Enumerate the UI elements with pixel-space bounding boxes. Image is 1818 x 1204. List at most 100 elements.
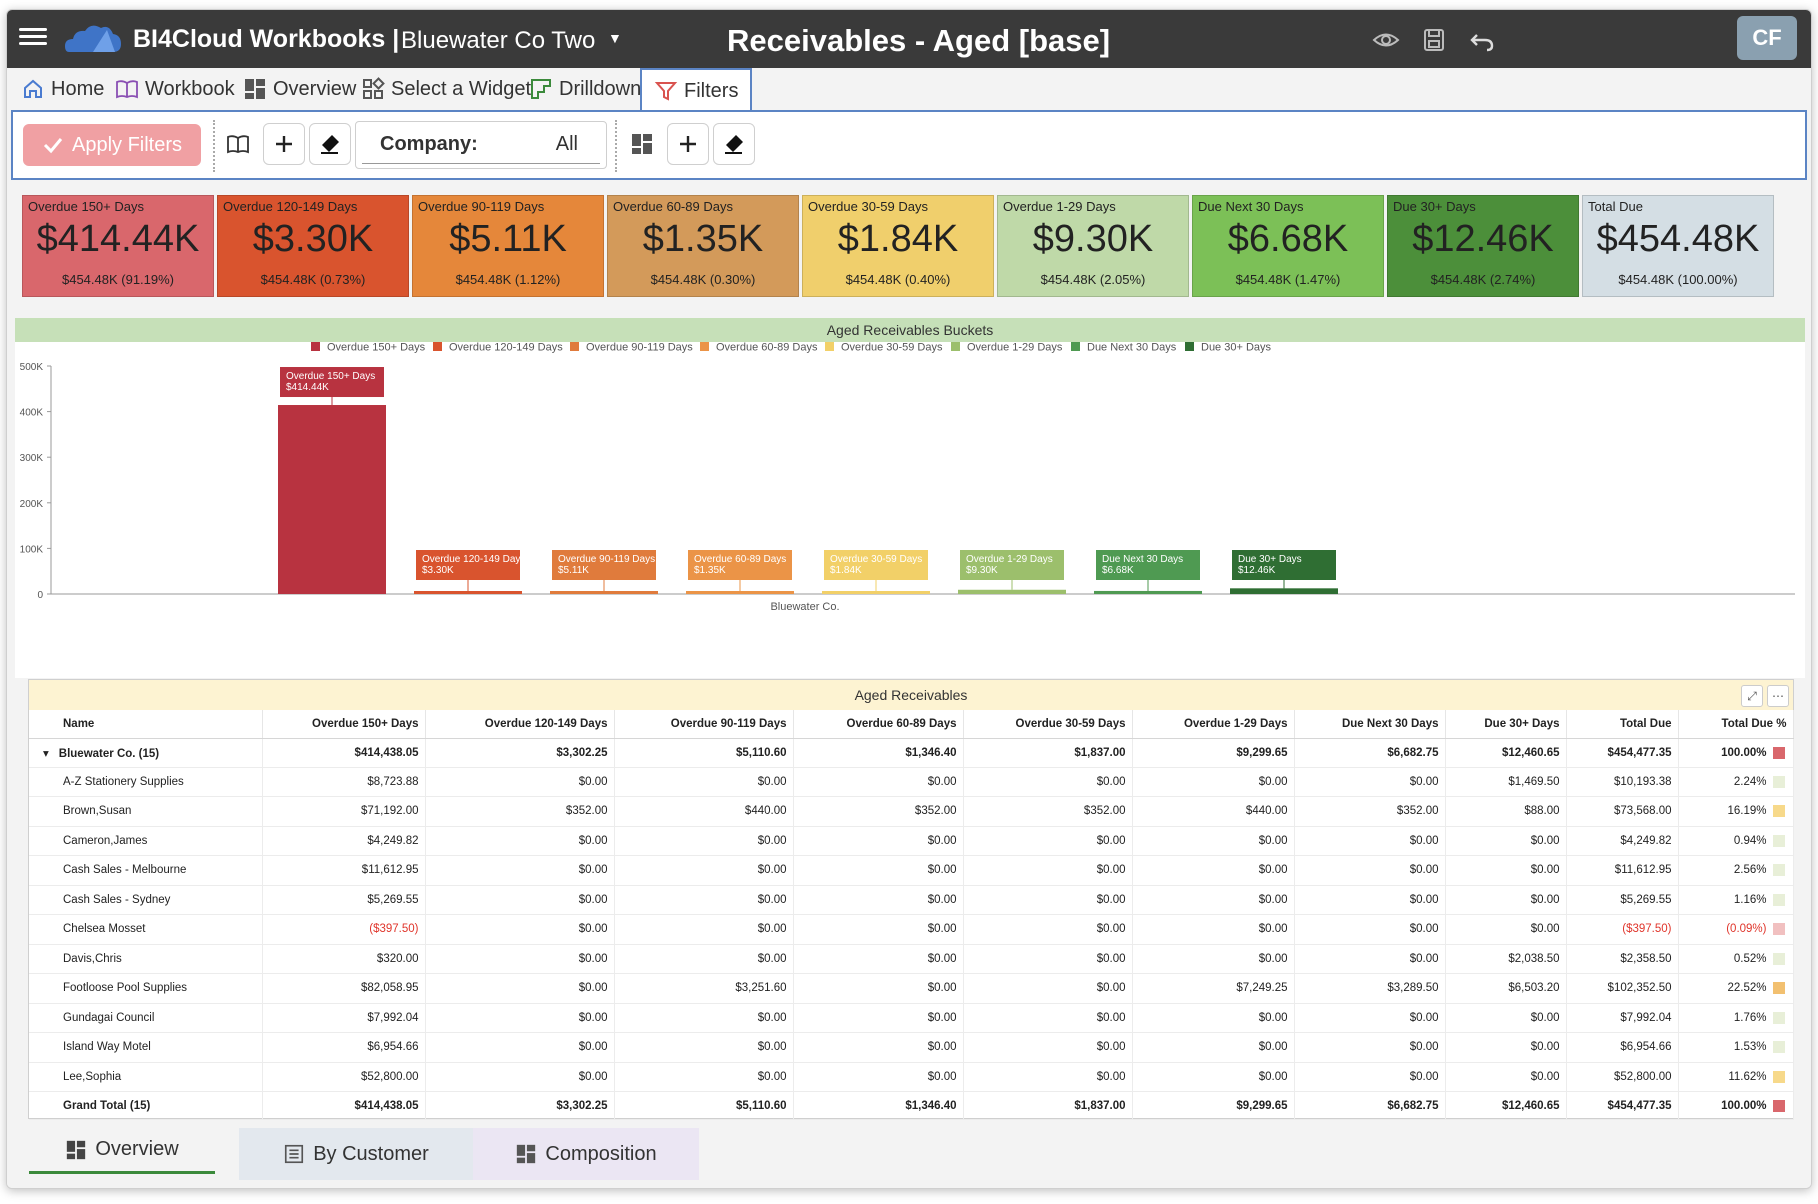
nav-tab-workbook[interactable]: Workbook <box>115 68 235 110</box>
table-row[interactable]: Cameron,James $4,249.82 $0.00 $0.00 $0.00 $0.… <box>29 826 1794 856</box>
grand-total-row[interactable]: Grand Total (15) $414,438.05 $3,302.25 $5,1… <box>29 1091 1794 1120</box>
bar[interactable] <box>822 591 930 594</box>
legend-label[interactable]: Overdue 30-59 Days <box>841 342 943 354</box>
cell-value: $0.00 <box>1258 1011 1288 1024</box>
column-header[interactable]: Overdue 90-119 Days <box>614 710 794 739</box>
apply-filters-button[interactable]: Apply Filters <box>23 124 201 166</box>
legend-swatch[interactable] <box>951 342 960 351</box>
column-header[interactable]: Overdue 30-59 Days <box>963 710 1133 739</box>
tab-by-customer[interactable]: By Customer <box>239 1128 473 1180</box>
layout-button[interactable] <box>625 123 659 165</box>
table-row[interactable]: Cash Sales - Sydney $5,269.55 $0.00 $0.00 $0… <box>29 885 1794 915</box>
column-header[interactable]: Overdue 60-89 Days <box>793 710 964 739</box>
kpi-card[interactable]: Overdue 1-29 Days $9.30K $454.48K (2.05%) <box>997 195 1189 297</box>
table-row[interactable]: Chelsea Mosset ($397.50) $0.00 $0.00 $0.00 $0… <box>29 914 1794 945</box>
bar[interactable] <box>958 589 1066 594</box>
table-row[interactable]: Footloose Pool Supplies $82,058.95 $0.00 $3… <box>29 973 1794 1004</box>
cell-value: $0.00 <box>1096 923 1126 936</box>
table-cell: $0.00 <box>1132 855 1295 886</box>
legend-label[interactable]: Overdue 90-119 Days <box>586 342 693 354</box>
column-header[interactable]: Due Next 30 Days <box>1294 710 1446 739</box>
legend-label[interactable]: Due Next 30 Days <box>1087 342 1177 354</box>
kpi-card[interactable]: Due 30+ Days $12.46K $454.48K (2.74%) <box>1387 195 1579 297</box>
table-row[interactable]: Island Way Motel $6,954.66 $0.00 $0.00 $0.00… <box>29 1032 1794 1063</box>
kpi-card[interactable]: Overdue 90-119 Days $5.11K $454.48K (1.12%… <box>412 195 604 297</box>
kpi-card[interactable]: Overdue 150+ Days $414.44K $454.48K (91.19… <box>22 195 214 297</box>
table-row[interactable]: Cash Sales - Melbourne $11,612.95 $0.00 $0.… <box>29 855 1794 886</box>
kpi-card[interactable]: Overdue 60-89 Days $1.35K $454.48K (0.30%) <box>607 195 799 297</box>
legend-swatch[interactable] <box>825 342 834 351</box>
table-row[interactable]: Lee,Sophia $52,800.00 $0.00 $0.00 $0.00 $0.00… <box>29 1062 1794 1092</box>
nav-tab-filters[interactable]: Filters <box>640 68 753 112</box>
kpi-card[interactable]: Overdue 30-59 Days $1.84K $454.48K (0.40%) <box>802 195 994 297</box>
cell-value: $10,193.38 <box>1613 775 1672 788</box>
bar[interactable] <box>1094 590 1202 594</box>
legend-swatch[interactable] <box>1185 342 1194 351</box>
nav-tab-overview[interactable]: Overview <box>243 68 356 110</box>
cell-value: $9,299.65 <box>1236 746 1288 759</box>
bar[interactable] <box>550 591 658 594</box>
kpi-card[interactable]: Total Due $454.48K $454.48K (100.00%) <box>1582 195 1774 297</box>
more-options-icon[interactable]: ⋯ <box>1767 685 1789 707</box>
table-cell: $0.00 <box>793 826 964 856</box>
legend-swatch[interactable] <box>570 342 579 351</box>
apply-filters-label: Apply Filters <box>71 133 183 156</box>
legend-swatch[interactable] <box>700 342 709 351</box>
company-selector[interactable]: Bluewater Co Two <box>401 27 596 54</box>
eye-icon[interactable] <box>1371 25 1401 55</box>
user-avatar[interactable]: CF <box>1737 16 1797 60</box>
kpi-subtext: $454.48K (91.19%) <box>61 272 175 287</box>
bar[interactable] <box>686 591 794 594</box>
table-cell: $71,192.00 <box>262 796 426 827</box>
clear-filters-button[interactable] <box>309 123 351 165</box>
column-header[interactable]: Overdue 150+ Days <box>262 710 426 739</box>
table-row[interactable]: Gundagai Council $7,992.04 $0.00 $0.00 $0.00… <box>29 1003 1794 1033</box>
kpi-card[interactable]: Overdue 120-149 Days $3.30K $454.48K (0.73… <box>217 195 409 297</box>
book-button[interactable] <box>221 123 255 165</box>
undo-icon[interactable] <box>1467 25 1497 55</box>
column-header[interactable]: Overdue 120-149 Days <box>425 710 615 739</box>
cell-value: $0.00 <box>578 1041 608 1054</box>
group-row[interactable]: ▾ Bluewater Co. (15) $414,438.05 $3,302.25 $… <box>29 738 1794 768</box>
legend-swatch[interactable] <box>433 342 442 351</box>
column-header[interactable]: Total Due <box>1566 710 1679 739</box>
cell-value: $4,249.82 <box>1620 834 1672 847</box>
legend-label[interactable]: Overdue 60-89 Days <box>716 342 818 354</box>
company-dropdown-icon[interactable]: ▼ <box>608 30 622 46</box>
tab-composition[interactable]: Composition <box>473 1128 699 1180</box>
legend-label[interactable]: Overdue 1-29 Days <box>967 342 1063 354</box>
legend-label[interactable]: Due 30+ Days <box>1201 342 1272 354</box>
column-header[interactable]: Total Due % <box>1678 710 1794 739</box>
add-widget-button[interactable] <box>667 123 709 165</box>
column-header[interactable]: Name <box>29 710 263 739</box>
legend-label[interactable]: Overdue 120-149 Days <box>449 342 563 354</box>
legend-label[interactable]: Overdue 150+ Days <box>327 342 426 354</box>
clear-widget-button[interactable] <box>713 123 755 165</box>
column-header[interactable]: Due 30+ Days <box>1445 710 1567 739</box>
cell-value: $1,346.40 <box>905 746 957 759</box>
table-row[interactable]: A-Z Stationery Supplies $8,723.88 $0.00 $0.… <box>29 767 1794 797</box>
nav-tab-drilldown[interactable]: Drilldown <box>529 68 641 110</box>
bar[interactable] <box>1230 588 1338 594</box>
menu-icon[interactable] <box>19 24 47 52</box>
column-header[interactable]: Overdue 1-29 Days <box>1132 710 1295 739</box>
collapse-toggle-icon[interactable]: ▾ <box>43 747 49 760</box>
add-filter-button[interactable] <box>263 123 305 165</box>
save-icon[interactable] <box>1419 25 1449 55</box>
cell-value: $0.00 <box>757 834 787 847</box>
kpi-card[interactable]: Due Next 30 Days $6.68K $454.48K (1.47%) <box>1192 195 1384 297</box>
nav-tab-select-widget[interactable]: Select a Widget <box>361 68 531 110</box>
company-filter[interactable]: Company: All <box>355 121 607 169</box>
bar[interactable] <box>414 591 522 594</box>
legend-swatch[interactable] <box>1071 342 1080 351</box>
table-row[interactable]: Brown,Susan $71,192.00 $352.00 $440.00 $352.… <box>29 796 1794 827</box>
expand-icon[interactable]: ⤢ <box>1741 685 1763 707</box>
bar[interactable] <box>278 405 386 594</box>
table-row[interactable]: Davis,Chris $320.00 $0.00 $0.00 $0.00 $0.00 $0… <box>29 944 1794 974</box>
kpi-label: Overdue 60-89 Days <box>613 199 733 214</box>
data-label-name: Overdue 90-119 Days <box>558 554 655 565</box>
nav-tab-home[interactable]: Home <box>21 68 104 110</box>
tab-overview[interactable]: Overview <box>29 1128 215 1174</box>
legend-swatch[interactable] <box>311 342 320 351</box>
top-bar: BI4Cloud Workbooks | Bluewater Co Two ▼ … <box>7 10 1811 68</box>
